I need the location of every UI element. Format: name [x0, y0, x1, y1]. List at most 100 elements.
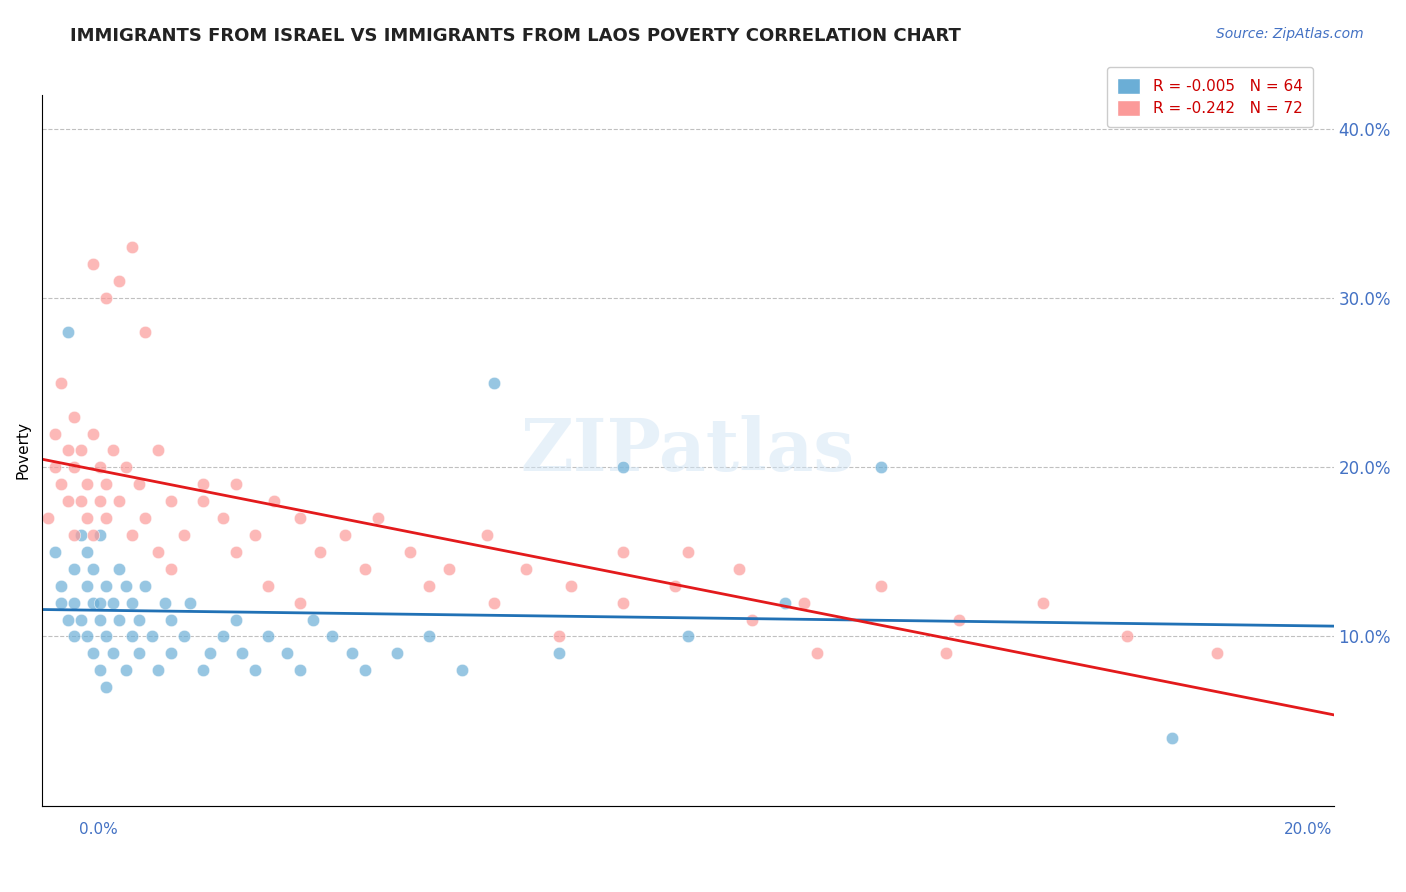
- Point: [160, 613, 183, 627]
- Point: [321, 630, 343, 644]
- Point: [69, 443, 91, 458]
- Point: [101, 647, 124, 661]
- Point: [114, 663, 136, 677]
- Point: [108, 562, 131, 576]
- Point: [51, 596, 73, 610]
- Point: [1161, 731, 1184, 745]
- Point: [288, 663, 311, 677]
- Point: [1116, 630, 1139, 644]
- Point: [948, 613, 970, 627]
- Point: [935, 647, 957, 661]
- Point: [76, 579, 98, 593]
- Point: [547, 630, 569, 644]
- Point: [612, 545, 634, 559]
- Point: [51, 477, 73, 491]
- Point: [89, 663, 111, 677]
- Point: [231, 647, 253, 661]
- Point: [560, 579, 582, 593]
- Point: [225, 477, 247, 491]
- Point: [114, 460, 136, 475]
- Point: [63, 409, 86, 424]
- Legend: R = -0.005   N = 64, R = -0.242   N = 72: R = -0.005 N = 64, R = -0.242 N = 72: [1107, 67, 1313, 127]
- Point: [96, 680, 118, 694]
- Point: [160, 647, 183, 661]
- Point: [89, 613, 111, 627]
- Point: [101, 443, 124, 458]
- Point: [193, 477, 215, 491]
- Point: [676, 545, 699, 559]
- Point: [153, 596, 176, 610]
- Point: [108, 494, 131, 508]
- Point: [335, 528, 357, 542]
- Point: [89, 460, 111, 475]
- Point: [308, 545, 330, 559]
- Y-axis label: Poverty: Poverty: [15, 421, 30, 479]
- Point: [146, 443, 169, 458]
- Point: [63, 460, 86, 475]
- Point: [108, 613, 131, 627]
- Point: [44, 545, 66, 559]
- Point: [51, 579, 73, 593]
- Point: [82, 562, 104, 576]
- Point: [89, 596, 111, 610]
- Point: [477, 528, 499, 542]
- Text: 0.0%: 0.0%: [79, 822, 118, 837]
- Point: [96, 630, 118, 644]
- Point: [108, 274, 131, 288]
- Point: [288, 596, 311, 610]
- Point: [160, 562, 183, 576]
- Point: [418, 630, 440, 644]
- Point: [676, 630, 699, 644]
- Point: [728, 562, 751, 576]
- Point: [482, 596, 505, 610]
- Point: [515, 562, 537, 576]
- Point: [96, 579, 118, 593]
- Point: [340, 647, 363, 661]
- Point: [211, 630, 233, 644]
- Point: [257, 630, 280, 644]
- Point: [173, 630, 195, 644]
- Point: [225, 545, 247, 559]
- Point: [276, 647, 298, 661]
- Point: [44, 460, 66, 475]
- Point: [82, 647, 104, 661]
- Point: [56, 325, 79, 339]
- Point: [612, 596, 634, 610]
- Point: [76, 511, 98, 525]
- Point: [1032, 596, 1054, 610]
- Point: [96, 291, 118, 305]
- Point: [450, 663, 472, 677]
- Point: [82, 426, 104, 441]
- Point: [179, 596, 201, 610]
- Point: [69, 528, 91, 542]
- Point: [51, 376, 73, 390]
- Point: [612, 460, 634, 475]
- Point: [56, 443, 79, 458]
- Point: [44, 426, 66, 441]
- Point: [243, 663, 266, 677]
- Text: Source: ZipAtlas.com: Source: ZipAtlas.com: [1216, 27, 1364, 41]
- Point: [193, 663, 215, 677]
- Point: [418, 579, 440, 593]
- Point: [146, 545, 169, 559]
- Point: [121, 630, 143, 644]
- Point: [128, 613, 150, 627]
- Point: [141, 630, 163, 644]
- Point: [82, 596, 104, 610]
- Text: 20.0%: 20.0%: [1284, 822, 1331, 837]
- Point: [121, 596, 143, 610]
- Point: [243, 528, 266, 542]
- Point: [193, 494, 215, 508]
- Point: [76, 630, 98, 644]
- Point: [773, 596, 796, 610]
- Point: [263, 494, 285, 508]
- Point: [76, 545, 98, 559]
- Point: [353, 663, 375, 677]
- Point: [121, 240, 143, 254]
- Point: [128, 477, 150, 491]
- Point: [76, 477, 98, 491]
- Point: [547, 647, 569, 661]
- Point: [96, 511, 118, 525]
- Point: [56, 494, 79, 508]
- Point: [664, 579, 686, 593]
